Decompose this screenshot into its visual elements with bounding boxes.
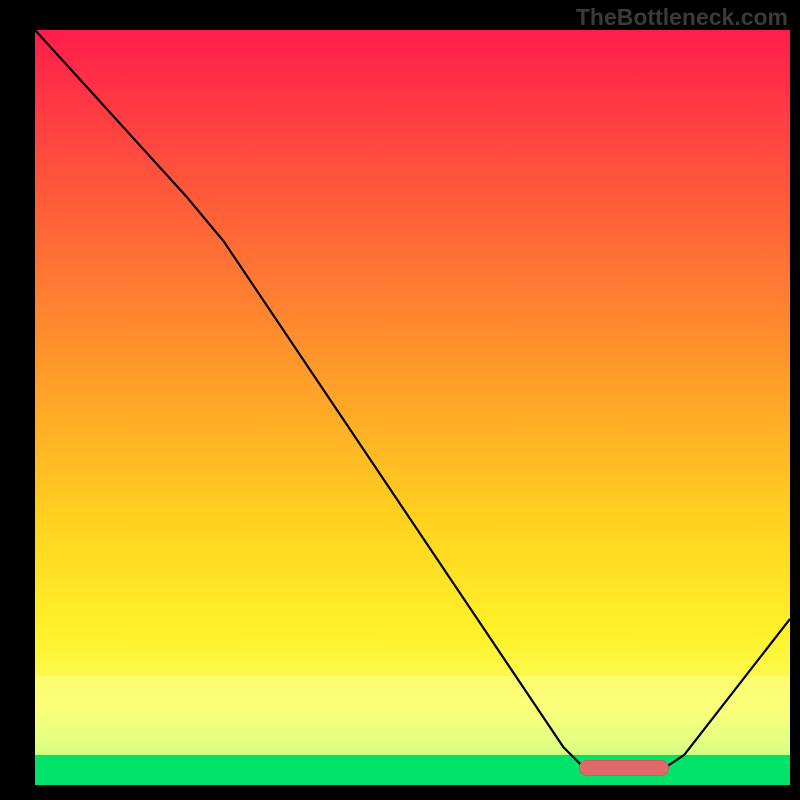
optimal-marker <box>579 760 669 776</box>
curve-path <box>35 30 790 770</box>
plot-area <box>35 30 790 785</box>
watermark-text: TheBottleneck.com <box>576 4 788 31</box>
bottleneck-curve <box>35 30 790 785</box>
